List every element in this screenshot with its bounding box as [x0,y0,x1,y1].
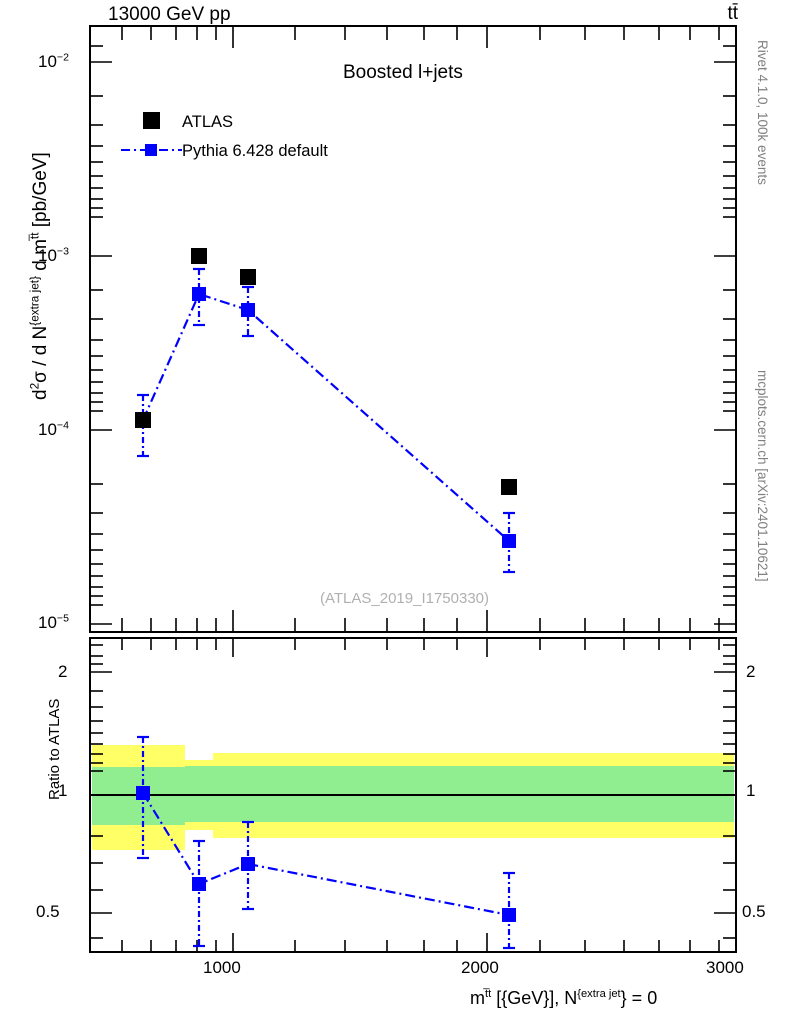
ratio-panel-y-ticks [90,644,736,939]
header-left-beam-info: 13000 GeV pp [108,4,231,25]
series-atlas-main [135,248,517,495]
legend-item-pythia-label: Pythia 6.428 default [182,142,328,160]
legend-marker-atlas [143,112,160,129]
legend-marker-pythia [121,144,182,156]
main-panel-y-ticks [90,45,736,625]
series-pythia-ratio [136,735,516,950]
ratio-tick-label-1-right: 1 [746,781,756,800]
x-axis-title: mt̅t [{GeV}], N{extra jet} = 0 [470,988,658,1008]
ratio-tick-label-05-left: 0.5 [36,902,60,921]
series-pythia-main [136,267,516,574]
ratio-tick-label-1-left: 1 [58,781,68,800]
y-tick-label-1e-4: 10−4 [38,419,69,439]
ratio-tick-label-2-left: 2 [58,662,68,681]
x-tick-label-2000: 2000 [461,958,499,977]
main-panel-frame [89,25,737,633]
x-tick-label-1000: 1000 [203,958,241,977]
x-tick-label-3000: 3000 [706,958,744,977]
ratio-tick-label-2-right: 2 [746,662,756,681]
main-panel-x-ticks [121,26,720,632]
header-right-process-label: tt̄ [727,3,738,24]
y-tick-label-1e-5: 10−5 [38,612,69,632]
legend-item-atlas-label: ATLAS [182,113,234,131]
ratio-panel-x-ticks [121,638,720,952]
y-tick-label-1e-2: 10−2 [38,51,69,71]
panel-title: Boosted l+jets [343,62,463,83]
ratio-tick-label-05-right: 0.5 [742,902,766,921]
y-tick-label-1e-3: 10−3 [38,245,69,265]
analysis-watermark: (ATLAS_2019_I1750330) [320,590,490,607]
